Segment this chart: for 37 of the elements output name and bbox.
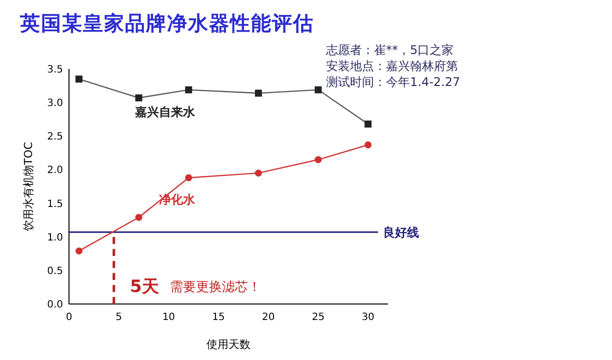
y-tick-label: 1.5 — [47, 198, 63, 210]
point — [254, 170, 262, 177]
x-tick-label: 5 — [116, 312, 122, 323]
point — [185, 86, 192, 94]
annotation: 需要更换滤芯！ — [170, 280, 261, 295]
y-tick-label: 3.5 — [47, 64, 63, 76]
x-tick-label: 10 — [162, 312, 176, 323]
point — [314, 156, 322, 164]
x-tick-label: 20 — [262, 312, 275, 323]
annotation: 测试时间：今年1.4-2.27 — [326, 75, 460, 89]
series-label: 嘉兴自来水 — [134, 104, 196, 119]
text: 志愿者：崔**，5口之家 — [326, 43, 454, 57]
x-axis-title: 使用天数 — [206, 338, 250, 351]
point — [314, 86, 322, 94]
annotation: 安装地点：嘉兴翰林府第 — [326, 59, 458, 73]
point — [254, 90, 262, 97]
point — [135, 214, 142, 221]
y-tick-label: 2.5 — [47, 132, 63, 143]
x-tick-label: 25 — [312, 312, 325, 323]
ref-line-label: 良好线 — [383, 225, 419, 240]
point — [364, 120, 372, 128]
point — [75, 247, 82, 254]
y-tick-label: 3.0 — [47, 98, 63, 110]
point — [185, 174, 192, 182]
y-tick-label: 2.0 — [47, 165, 63, 176]
point — [364, 141, 372, 148]
point — [75, 76, 82, 83]
annotation: 5天 — [130, 277, 159, 297]
x-tick-label: 15 — [212, 312, 225, 323]
y-tick-label: 0.5 — [47, 266, 63, 277]
y-tick-label: 0.0 — [47, 300, 63, 310]
x-tick-label: 0 — [66, 312, 72, 323]
y-tick-label: 1.0 — [47, 232, 63, 244]
x-tick-label: 30 — [362, 312, 374, 323]
y-axis-title: 饮用水有机物TOC — [22, 142, 35, 232]
point — [135, 94, 142, 102]
chart-title: 英国某皇家品牌净水器性能评估 — [19, 11, 314, 35]
